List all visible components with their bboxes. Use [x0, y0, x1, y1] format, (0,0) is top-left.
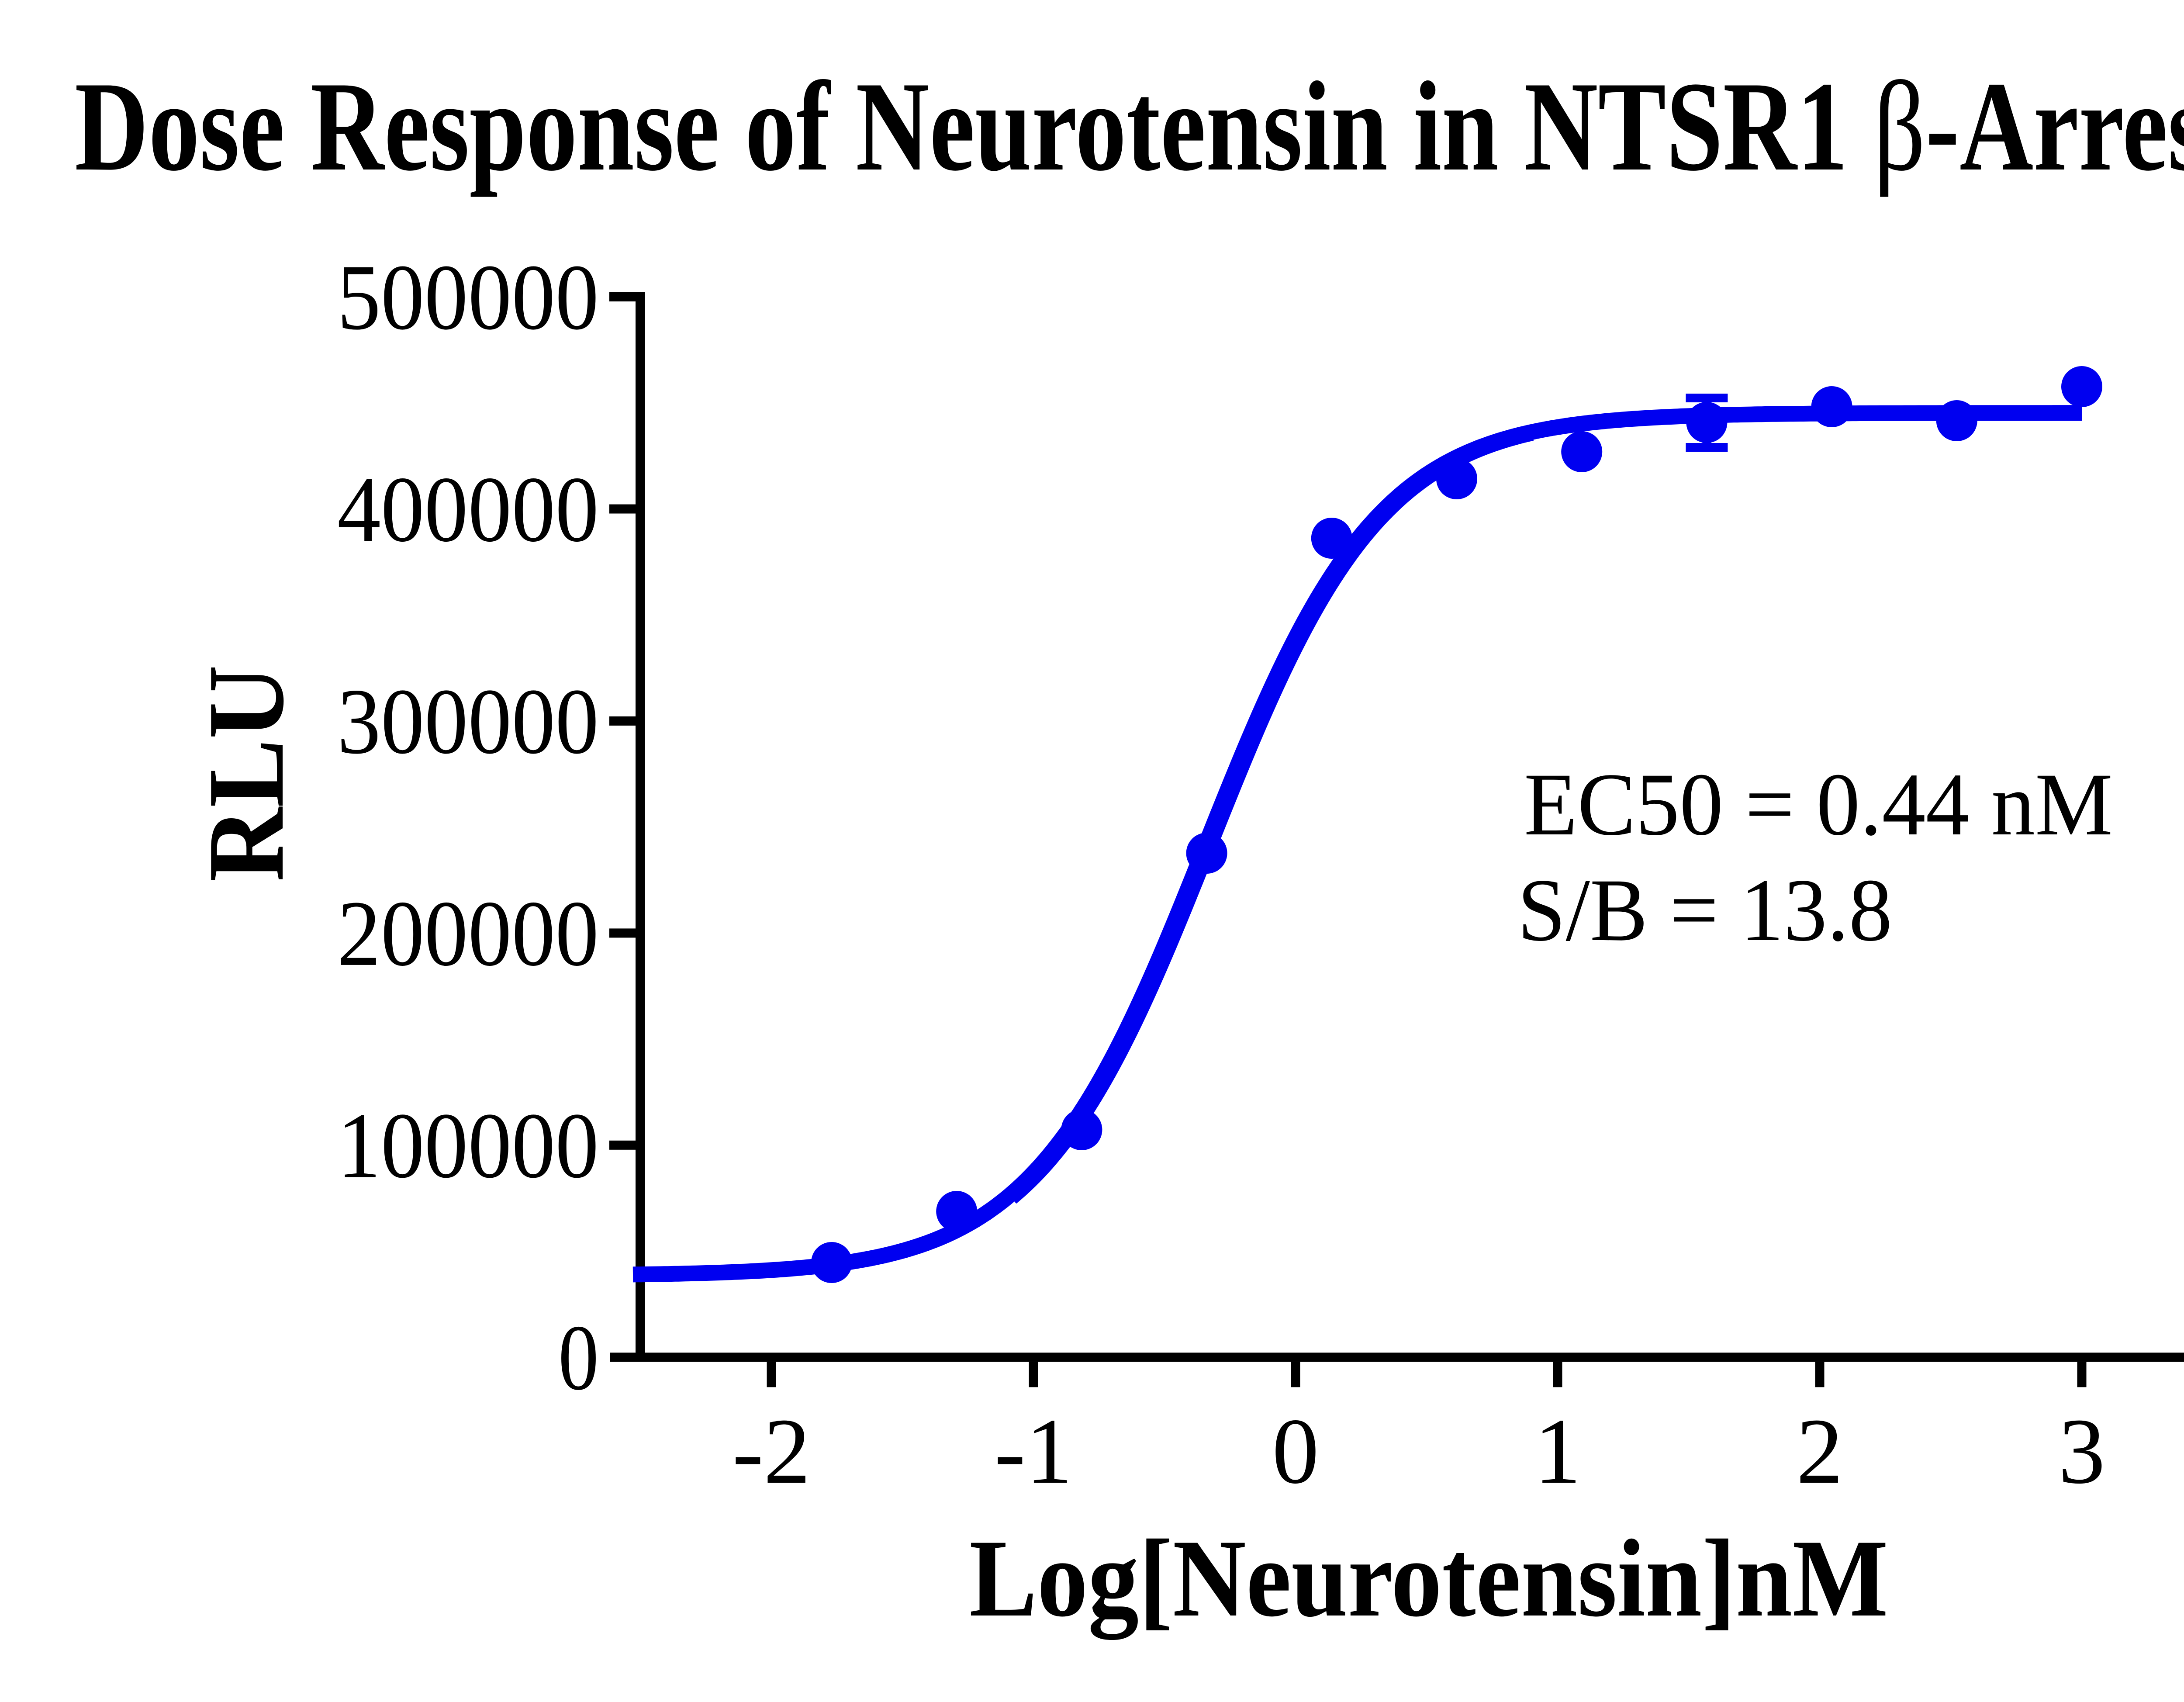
svg-text:S/B = 13.8: S/B = 13.8 — [1517, 861, 1892, 960]
svg-text:Dose Response of Neurotensin i: Dose Response of Neurotensin in NTSR1 β-… — [75, 55, 2184, 197]
svg-text:-2: -2 — [732, 1399, 810, 1503]
svg-text:300000: 300000 — [337, 669, 599, 773]
svg-text:0: 0 — [1272, 1399, 1319, 1503]
svg-text:Log[Neurotensin]nM: Log[Neurotensin]nM — [969, 1517, 1888, 1640]
svg-text:100000: 100000 — [337, 1093, 599, 1197]
svg-text:0: 0 — [558, 1305, 599, 1410]
svg-text:400000: 400000 — [337, 457, 599, 561]
svg-text:1: 1 — [1534, 1399, 1581, 1503]
svg-text:200000: 200000 — [337, 881, 599, 986]
svg-text:2: 2 — [1796, 1399, 1843, 1503]
svg-text:3: 3 — [2058, 1399, 2105, 1503]
svg-text:EC50 = 0.44 nM: EC50 = 0.44 nM — [1524, 755, 2113, 854]
svg-text:-1: -1 — [994, 1399, 1072, 1503]
svg-text:500000: 500000 — [337, 245, 599, 349]
svg-text:RLU: RLU — [186, 665, 307, 882]
